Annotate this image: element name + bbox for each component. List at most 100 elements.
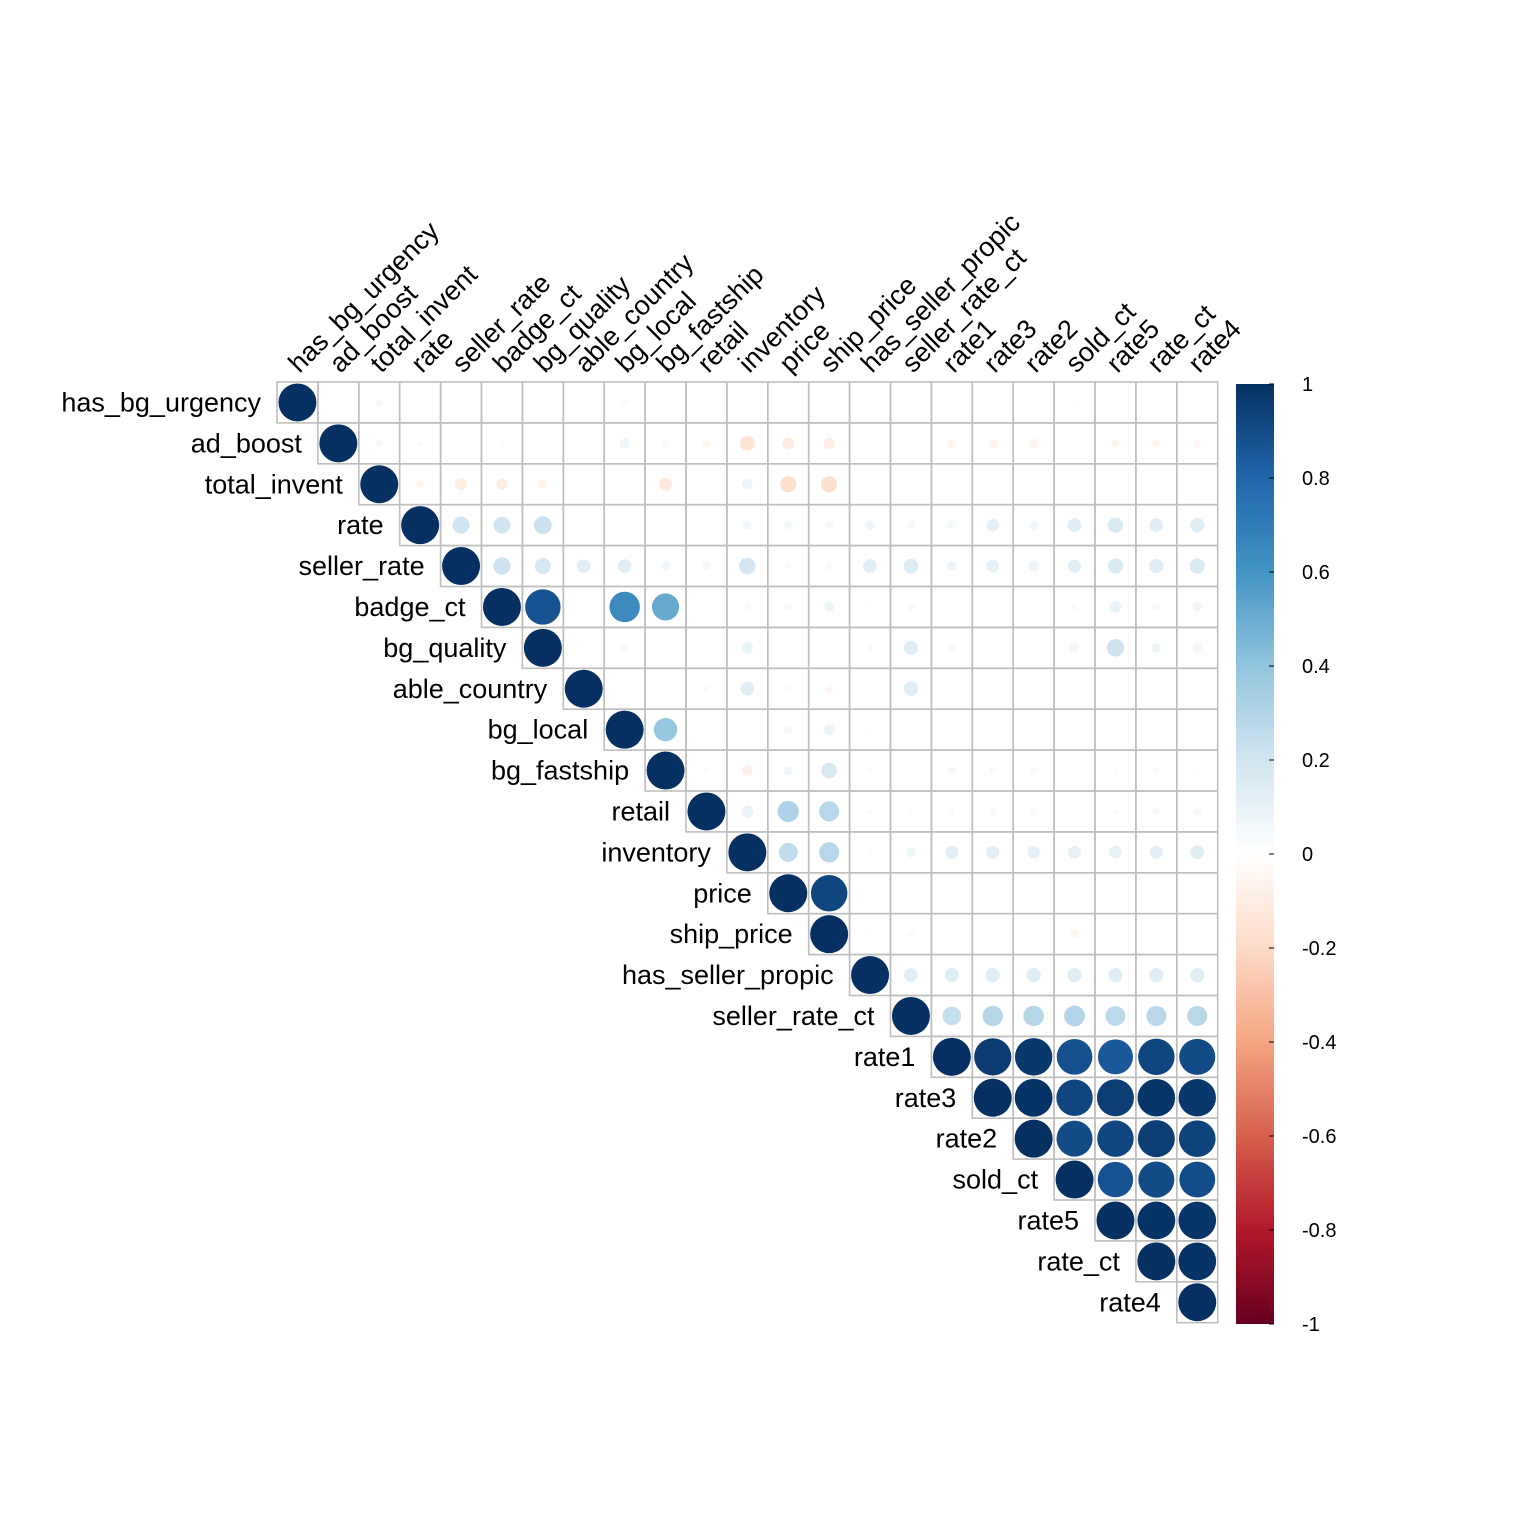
corr-circle-rate1-rate5 xyxy=(1097,1039,1133,1075)
corr-circle-has_seller_propic-rate_ct xyxy=(1149,967,1164,983)
row-label-ad_boost: ad_boost xyxy=(191,428,303,458)
corr-circle-able_country-bg_local xyxy=(622,686,627,691)
row-label-rate_ct: rate_ct xyxy=(1037,1246,1120,1276)
corr-circle-bg_quality-has_seller_propic xyxy=(866,644,874,652)
corr-circle-retail-rate3 xyxy=(988,807,997,816)
corr-circle-bg_fastship-retail xyxy=(703,767,710,774)
corr-circle-retail-seller_rate_ct xyxy=(908,808,914,815)
grid-layer xyxy=(276,381,1219,1324)
corr-circle-price-price xyxy=(769,874,808,913)
corr-circle-bg_fastship-rate5 xyxy=(1112,767,1119,774)
corr-circle-seller_rate-sold_ct xyxy=(1067,559,1082,573)
grid-cell xyxy=(848,667,892,710)
corr-circle-seller_rate-inventory xyxy=(739,557,756,575)
colorbar-tick-label: -0.4 xyxy=(1302,1032,1336,1054)
corr-circle-retail-rate4 xyxy=(1193,807,1202,816)
grid-cell xyxy=(1176,1281,1219,1324)
corr-circle-rate3-rate5 xyxy=(1096,1079,1134,1117)
corr-circle-seller_rate_ct-rate1 xyxy=(942,1006,962,1026)
corr-circle-bg_local-bg_fastship xyxy=(653,717,678,742)
corr-circle-ad_boost-rate5 xyxy=(1111,439,1120,448)
corr-circle-ship_price-seller_rate_ct xyxy=(907,930,915,938)
corr-circle-inventory-rate3 xyxy=(986,845,1000,859)
row-label-seller_rate_ct: seller_rate_ct xyxy=(712,1001,875,1031)
corr-circle-price-rate3 xyxy=(990,891,995,896)
grid-cell xyxy=(562,381,605,424)
corr-circle-able_country-seller_rate_ct xyxy=(903,681,919,696)
row-label-rate3: rate3 xyxy=(895,1083,957,1113)
corr-circle-bg_quality-rate_ct xyxy=(1151,642,1162,653)
grid-cell xyxy=(1094,381,1137,424)
corr-circle-ad_boost-rate4 xyxy=(1193,439,1202,448)
grid-cell xyxy=(971,708,1014,751)
corr-circle-ship_price-rate2 xyxy=(1031,932,1036,937)
corr-circle-has_bg_urgency-badge_ct xyxy=(500,400,504,405)
grid-cell xyxy=(685,626,728,670)
corr-circle-has_bg_urgency-has_bg_urgency xyxy=(278,383,317,422)
corr-circle-bg_quality-bg_quality xyxy=(523,628,562,667)
row-label-rate: rate xyxy=(337,510,384,540)
corr-circle-sold_ct-sold_ct xyxy=(1055,1160,1094,1199)
row-label-badge_ct: badge_ct xyxy=(354,592,466,622)
grid-cell xyxy=(848,381,892,424)
grid-cell xyxy=(644,626,687,670)
grid-cell xyxy=(930,667,974,710)
row-label-ship_price: ship_price xyxy=(670,919,793,949)
corr-circle-has_bg_urgency-price xyxy=(786,400,791,405)
corr-circle-rate-rate2 xyxy=(1028,520,1039,530)
colorbar-tick-label: 0.6 xyxy=(1302,562,1330,584)
grid-cell xyxy=(726,381,769,424)
grid-cell xyxy=(1053,462,1096,506)
corr-circle-retail-ship_price xyxy=(819,801,840,822)
corr-circle-ad_boost-rate xyxy=(416,440,424,447)
grid-cell xyxy=(971,381,1014,424)
corr-circle-has_bg_urgency-bg_local xyxy=(620,398,629,407)
corr-circle-bg_fastship-seller_rate_ct xyxy=(909,768,913,773)
corr-circle-sold_ct-rate5 xyxy=(1097,1161,1134,1198)
corr-circle-total_invent-rate2 xyxy=(1031,482,1036,487)
corr-circle-seller_rate-has_seller_propic xyxy=(863,559,877,573)
corr-circle-seller_rate_ct-rate2 xyxy=(1023,1005,1044,1027)
corr-circle-retail-retail xyxy=(687,792,726,831)
corr-circle-inventory-rate4 xyxy=(1190,845,1205,860)
corr-circle-rate_ct-rate4 xyxy=(1178,1242,1217,1281)
corr-circle-badge_ct-has_seller_propic xyxy=(867,604,873,610)
colorbar-gradient xyxy=(1236,384,1274,1324)
corr-circle-seller_rate-seller_rate xyxy=(442,547,481,586)
corr-circle-total_invent-able_country xyxy=(581,482,586,487)
corr-circle-retail-rate_ct xyxy=(1152,807,1161,816)
row-label-retail: retail xyxy=(611,796,670,826)
corr-circle-total_invent-price xyxy=(780,476,797,493)
corr-circle-seller_rate-rate1 xyxy=(946,561,957,572)
circle-layer xyxy=(278,383,1217,1322)
corr-circle-rate2-rate2 xyxy=(1014,1119,1053,1158)
corr-circle-retail-has_seller_propic xyxy=(866,808,874,815)
corr-circle-seller_rate-rate2 xyxy=(1028,560,1040,572)
grid-cell xyxy=(1135,912,1178,956)
corr-circle-rate-ship_price xyxy=(824,520,834,530)
corr-circle-ad_boost-retail xyxy=(702,439,711,448)
grid-cell xyxy=(1094,912,1137,956)
grid-cell xyxy=(807,381,851,424)
corr-circle-rate-inventory xyxy=(742,520,753,530)
corr-circle-bg_local-retail xyxy=(704,727,709,732)
corr-circle-badge_ct-rate5 xyxy=(1109,601,1122,613)
corr-circle-bg_fastship-rate1 xyxy=(947,766,957,775)
corr-circle-badge_ct-ship_price xyxy=(824,601,835,612)
corr-circle-able_country-retail xyxy=(703,685,710,693)
corr-circle-has_seller_propic-rate3 xyxy=(985,967,1000,983)
corr-circle-seller_rate-bg_fastship xyxy=(660,561,671,571)
corr-circle-badge_ct-sold_ct xyxy=(1071,603,1078,611)
corr-circle-bg_fastship-rate_ct xyxy=(1153,767,1160,774)
corr-circle-inventory-seller_rate_ct xyxy=(905,847,916,858)
corr-circle-ad_boost-rate1 xyxy=(947,438,957,449)
corr-circle-has_seller_propic-rate5 xyxy=(1108,967,1123,983)
corr-circle-ad_boost-ad_boost xyxy=(319,424,358,463)
colorbar-tick-label: -1 xyxy=(1302,1314,1320,1336)
corr-circle-rate_ct-rate_ct xyxy=(1137,1242,1176,1281)
corr-circle-rate-bg_fastship xyxy=(663,523,668,528)
corr-circle-sold_ct-rate_ct xyxy=(1138,1161,1175,1198)
corr-circle-rate1-rate1 xyxy=(932,1037,971,1076)
corr-circle-rate-seller_rate xyxy=(452,516,470,534)
